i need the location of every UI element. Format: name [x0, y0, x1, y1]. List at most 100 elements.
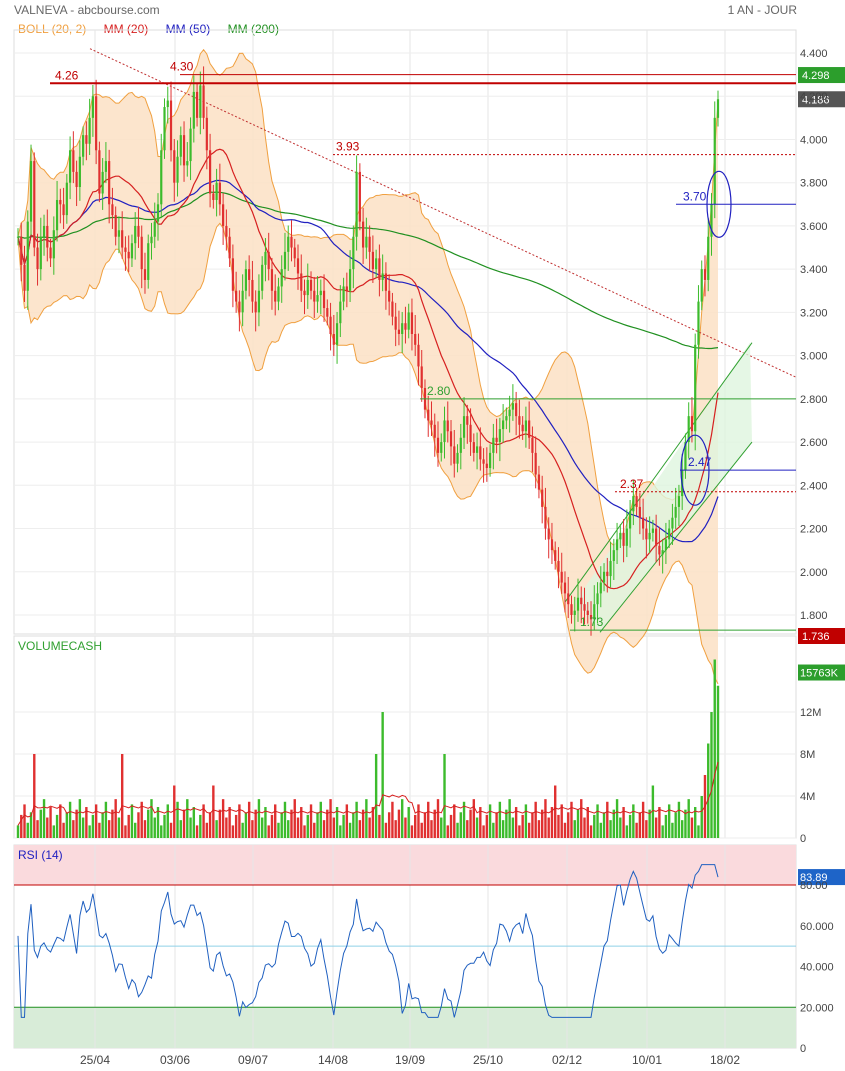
volume-bar	[55, 814, 59, 838]
volume-bar	[260, 817, 264, 838]
candle-body	[195, 91, 199, 118]
candle-body	[163, 107, 166, 151]
volume-bar	[150, 799, 153, 838]
moving-averages	[17, 148, 719, 590]
candle-body	[267, 251, 270, 270]
candle-body	[716, 99, 720, 118]
volume-bar	[247, 801, 251, 838]
volume-bar	[111, 809, 114, 838]
level-annotation: 2.47	[688, 455, 712, 469]
candle-body	[179, 135, 182, 157]
chart-title: VALNEVA - abcbourse.com	[14, 3, 160, 17]
price-tick-label: 1.800	[800, 610, 828, 622]
candle-body	[580, 597, 583, 605]
candle-body	[20, 236, 23, 265]
volume-bar	[446, 825, 449, 838]
volume-bar	[407, 807, 410, 838]
volume-bar	[387, 812, 391, 838]
bollinger-upper	[17, 48, 719, 546]
volume-bar	[195, 825, 199, 838]
candle-body	[472, 442, 475, 453]
price-tick-label: 3.600	[800, 221, 828, 233]
volume-bar	[277, 822, 280, 838]
candle-body	[544, 506, 547, 529]
price-tick-label: 3.200	[800, 307, 828, 319]
resistance-badge: 4.298	[802, 70, 830, 82]
candle-body	[498, 429, 501, 443]
candle-body	[348, 269, 352, 291]
volume-bar	[179, 820, 182, 838]
volume-bar	[365, 799, 368, 838]
candle-body	[166, 100, 169, 108]
volume-bar	[664, 814, 668, 838]
volume-bar	[576, 809, 580, 838]
candle-body	[235, 290, 238, 302]
price-tick-label: 2.800	[800, 394, 828, 406]
volume-bar	[492, 822, 495, 838]
volume-bar	[381, 712, 384, 838]
candle-body	[401, 323, 404, 334]
rsi-tick-label: 0	[800, 1043, 806, 1055]
candle-body	[375, 258, 378, 270]
volume-bar	[104, 801, 108, 838]
candle-body	[225, 225, 228, 237]
bollinger-lower	[17, 222, 719, 685]
mm20-line	[17, 148, 719, 590]
volume-bar	[257, 799, 261, 838]
candle-body	[469, 424, 472, 443]
ascending-channel-fill	[575, 342, 752, 633]
volume-bar	[296, 817, 300, 838]
volume-bar	[26, 822, 29, 838]
candle-body	[202, 85, 205, 118]
candle-body	[62, 204, 65, 216]
chart-period[interactable]: 1 AN - JOUR	[727, 3, 797, 17]
candle-body	[222, 204, 225, 226]
candle-body	[410, 312, 414, 334]
candle-body	[345, 286, 348, 291]
date-tick-label: 25/10	[473, 1053, 503, 1067]
candle-body	[156, 204, 160, 222]
volume-bar	[156, 807, 160, 838]
candle-body	[674, 506, 677, 518]
candle-body	[475, 446, 479, 453]
volume-bar	[684, 809, 687, 838]
candle-body	[651, 528, 654, 533]
volume-bar	[518, 825, 521, 838]
volume-bar	[316, 812, 319, 838]
candle-body	[378, 258, 381, 280]
candle-body	[326, 308, 329, 317]
volume-bar	[124, 825, 127, 838]
volume-bar	[589, 825, 593, 838]
candle-body	[68, 150, 72, 183]
volume-bar	[680, 820, 684, 838]
volume-bar	[234, 814, 238, 838]
price-tick-label: 2.400	[800, 480, 828, 492]
candle-body	[29, 161, 33, 222]
volume-panel: VOLUMECASH 15763K	[16, 639, 845, 838]
price-tick-label: 4.000	[800, 134, 828, 146]
volume-tick-label: 8M	[800, 749, 815, 761]
highlight-ellipse-mid	[680, 434, 710, 506]
volume-bar	[423, 812, 427, 838]
date-tick-label: 19/09	[395, 1053, 425, 1067]
volume-bar	[580, 799, 583, 838]
candle-body	[280, 269, 283, 287]
volume-bar	[134, 822, 137, 838]
candle-body	[335, 323, 339, 345]
candle-body	[104, 161, 108, 172]
volume-average-line	[17, 761, 719, 826]
volume-bar	[137, 812, 140, 838]
bollinger-fill	[18, 49, 718, 684]
volume-bar	[404, 817, 407, 838]
candle-body	[329, 316, 332, 334]
candle-body	[42, 225, 46, 237]
volume-bar	[384, 822, 388, 838]
volume-tick-label: 0	[800, 833, 806, 845]
candle-body	[339, 301, 342, 324]
price-tick-label: 3.000	[800, 351, 828, 363]
price-tick-label: 3.400	[800, 264, 828, 276]
candle-body	[687, 416, 690, 443]
candle-body	[407, 312, 410, 330]
candle-body	[596, 593, 599, 605]
